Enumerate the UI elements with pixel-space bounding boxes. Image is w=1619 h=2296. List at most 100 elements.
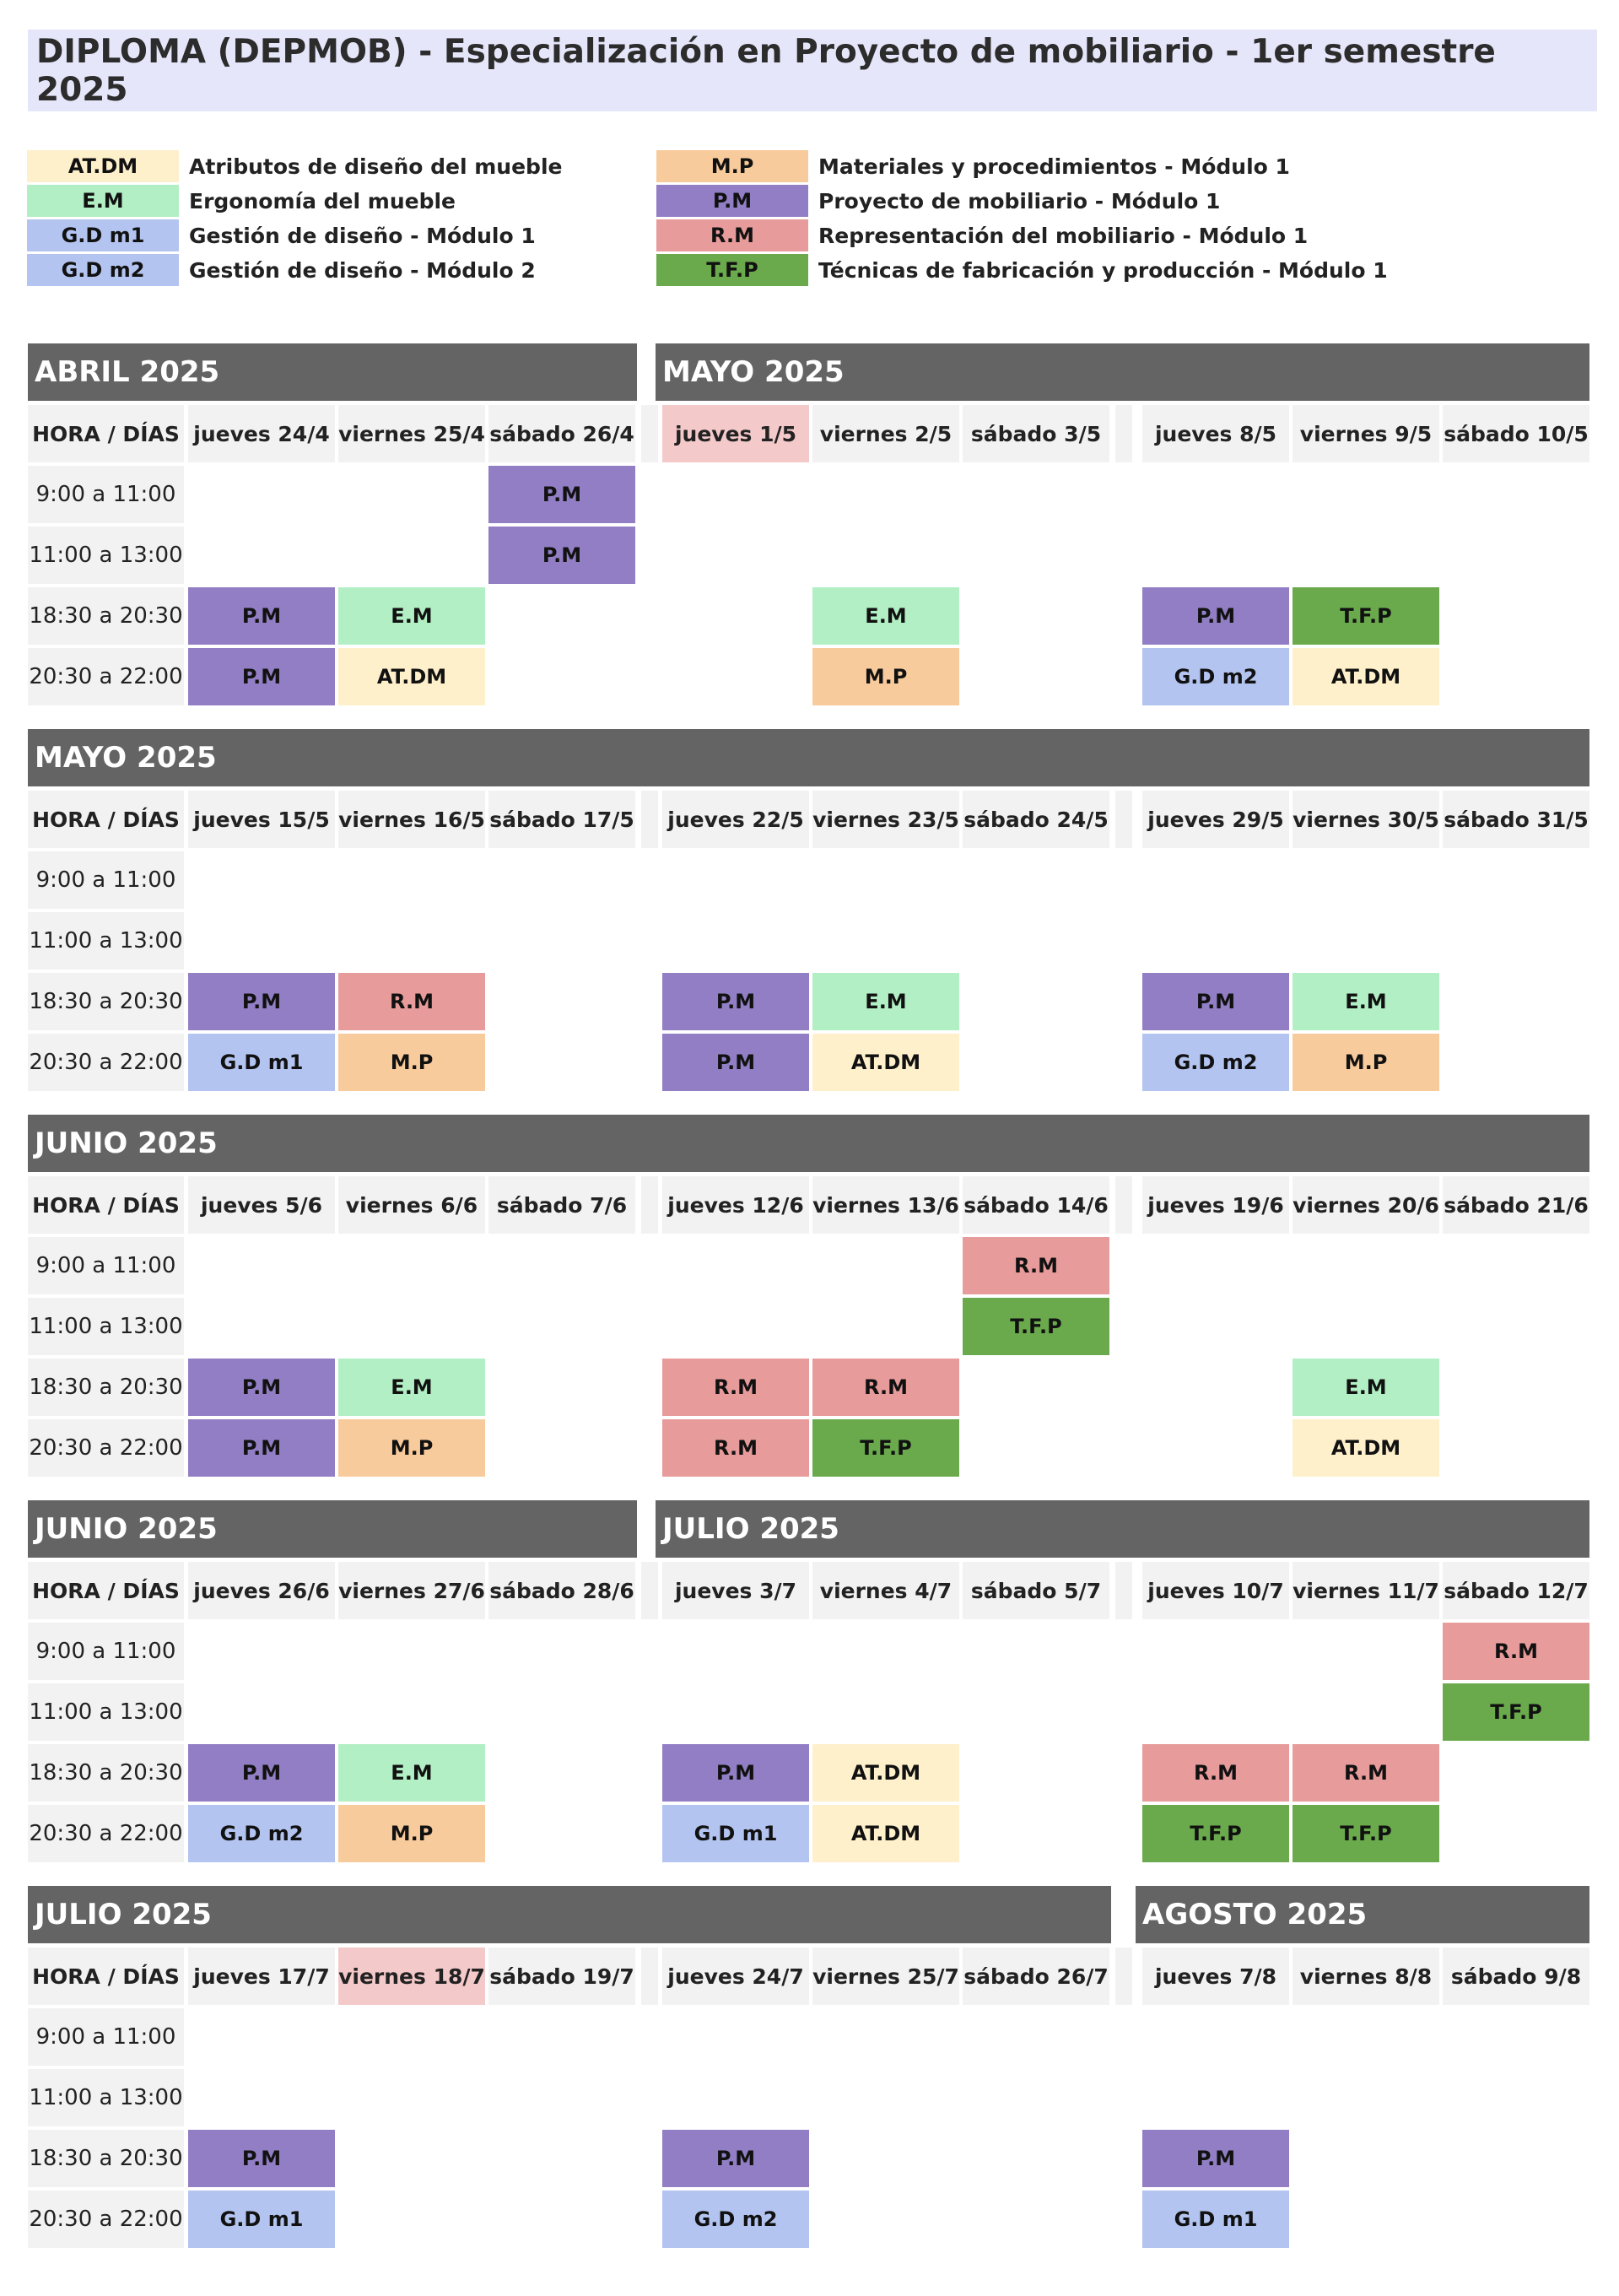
separator-cell [641, 1176, 658, 1234]
day-header: sábado 26/7 [963, 1948, 1109, 2005]
month-header: ABRIL 2025 [28, 343, 637, 401]
class-session-p-m[interactable]: P.M [188, 648, 335, 705]
day-header: sábado 26/4 [488, 405, 635, 462]
class-session-m-p[interactable]: M.P [812, 648, 959, 705]
class-session-e-m[interactable]: E.M [338, 1359, 485, 1416]
class-session-g-d-m2[interactable]: G.D m2 [188, 1805, 335, 1862]
legend-item-p-m: P.M Proyecto de mobiliario - Módulo 1 [656, 185, 1220, 217]
time-slot: 11:00 a 13:00 [28, 527, 184, 584]
class-session-p-m[interactable]: P.M [188, 1744, 335, 1802]
class-session-t-f-p[interactable]: T.F.P [1293, 587, 1439, 645]
day-header: jueves 22/5 [662, 791, 809, 848]
time-slot: 9:00 a 11:00 [28, 1623, 184, 1680]
class-session-at-dm[interactable]: AT.DM [812, 1034, 959, 1091]
class-session-g-d-m1[interactable]: G.D m1 [1142, 2191, 1289, 2248]
day-header: viernes 25/7 [812, 1948, 959, 2005]
class-session-r-m[interactable]: R.M [1293, 1744, 1439, 1802]
class-session-p-m[interactable]: P.M [662, 973, 809, 1030]
class-session-p-m[interactable]: P.M [188, 1419, 335, 1477]
class-session-p-m[interactable]: P.M [488, 466, 635, 523]
class-session-g-d-m2[interactable]: G.D m2 [1142, 648, 1289, 705]
class-session-g-d-m2[interactable]: G.D m2 [662, 2191, 809, 2248]
day-header: viernes 8/8 [1293, 1948, 1439, 2005]
class-session-r-m[interactable]: R.M [1443, 1623, 1589, 1680]
class-session-t-f-p[interactable]: T.F.P [812, 1419, 959, 1477]
day-header: jueves 15/5 [188, 791, 335, 848]
class-session-g-d-m2[interactable]: G.D m2 [1142, 1034, 1289, 1091]
time-header: HORA / DÍAS [28, 405, 184, 462]
class-session-p-m[interactable]: P.M [662, 2130, 809, 2187]
class-session-m-p[interactable]: M.P [338, 1034, 485, 1091]
time-header: HORA / DÍAS [28, 1562, 184, 1619]
legend-label: Representación del mobiliario - Módulo 1 [818, 223, 1309, 248]
legend-code-m-p: M.P [656, 150, 808, 182]
month-header: JUNIO 2025 [28, 1500, 637, 1558]
class-session-t-f-p[interactable]: T.F.P [1443, 1683, 1589, 1741]
day-header: sábado 17/5 [488, 791, 635, 848]
class-session-r-m[interactable]: R.M [963, 1237, 1109, 1294]
time-slot: 18:30 a 20:30 [28, 1744, 184, 1802]
class-session-r-m[interactable]: R.M [812, 1359, 959, 1416]
class-session-t-f-p[interactable]: T.F.P [963, 1298, 1109, 1355]
class-session-e-m[interactable]: E.M [1293, 973, 1439, 1030]
class-session-g-d-m1[interactable]: G.D m1 [662, 1805, 809, 1862]
month-header: JUNIO 2025 [28, 1115, 1589, 1172]
separator-cell [1115, 405, 1132, 462]
day-header: viernes 23/5 [812, 791, 959, 848]
class-session-r-m[interactable]: R.M [662, 1419, 809, 1477]
day-header: jueves 17/7 [188, 1948, 335, 2005]
class-session-p-m[interactable]: P.M [662, 1034, 809, 1091]
day-header: jueves 24/7 [662, 1948, 809, 2005]
class-session-m-p[interactable]: M.P [1293, 1034, 1439, 1091]
class-session-p-m[interactable]: P.M [662, 1744, 809, 1802]
class-session-m-p[interactable]: M.P [338, 1419, 485, 1477]
time-slot: 9:00 a 11:00 [28, 2008, 184, 2066]
separator-cell [1115, 1176, 1132, 1234]
day-header: jueves 26/6 [188, 1562, 335, 1619]
class-session-p-m[interactable]: P.M [488, 527, 635, 584]
legend-code-g-d-m2: G.D m2 [27, 254, 179, 286]
class-session-p-m[interactable]: P.M [1142, 2130, 1289, 2187]
class-session-e-m[interactable]: E.M [338, 587, 485, 645]
day-header: sábado 7/6 [488, 1176, 635, 1234]
class-session-e-m[interactable]: E.M [812, 973, 959, 1030]
legend-code-at-dm: AT.DM [27, 150, 179, 182]
month-header: JULIO 2025 [656, 1500, 1589, 1558]
time-slot: 11:00 a 13:00 [28, 1298, 184, 1355]
time-slot: 18:30 a 20:30 [28, 587, 184, 645]
class-session-e-m[interactable]: E.M [812, 587, 959, 645]
legend-item-t-f-p: T.F.P Técnicas de fabricación y producció… [656, 254, 1388, 286]
class-session-p-m[interactable]: P.M [1142, 587, 1289, 645]
class-session-p-m[interactable]: P.M [188, 587, 335, 645]
class-session-t-f-p[interactable]: T.F.P [1142, 1805, 1289, 1862]
class-session-e-m[interactable]: E.M [1293, 1359, 1439, 1416]
class-session-p-m[interactable]: P.M [188, 2130, 335, 2187]
class-session-at-dm[interactable]: AT.DM [1293, 648, 1439, 705]
class-session-g-d-m1[interactable]: G.D m1 [188, 2191, 335, 2248]
day-header: viernes 20/6 [1293, 1176, 1439, 1234]
class-session-at-dm[interactable]: AT.DM [1293, 1419, 1439, 1477]
class-session-at-dm[interactable]: AT.DM [812, 1805, 959, 1862]
class-session-r-m[interactable]: R.M [1142, 1744, 1289, 1802]
class-session-r-m[interactable]: R.M [338, 973, 485, 1030]
class-session-at-dm[interactable]: AT.DM [812, 1744, 959, 1802]
day-header: sábado 28/6 [488, 1562, 635, 1619]
legend-label: Ergonomía del mueble [189, 188, 456, 213]
class-session-p-m[interactable]: P.M [188, 973, 335, 1030]
class-session-t-f-p[interactable]: T.F.P [1293, 1805, 1439, 1862]
day-header: viernes 2/5 [812, 405, 959, 462]
legend: AT.DM Atributos de diseño del mueble E.M Er… [0, 0, 1619, 304]
day-header: viernes 18/7 [338, 1948, 485, 2005]
legend-code-r-m: R.M [656, 219, 808, 251]
day-header: jueves 3/7 [662, 1562, 809, 1619]
class-session-m-p[interactable]: M.P [338, 1805, 485, 1862]
class-session-r-m[interactable]: R.M [662, 1359, 809, 1416]
class-session-g-d-m1[interactable]: G.D m1 [188, 1034, 335, 1091]
class-session-p-m[interactable]: P.M [1142, 973, 1289, 1030]
class-session-p-m[interactable]: P.M [188, 1359, 335, 1416]
legend-label: Proyecto de mobiliario - Módulo 1 [818, 188, 1221, 213]
class-session-at-dm[interactable]: AT.DM [338, 648, 485, 705]
day-header: viernes 30/5 [1293, 791, 1439, 848]
day-header: jueves 29/5 [1142, 791, 1289, 848]
class-session-e-m[interactable]: E.M [338, 1744, 485, 1802]
